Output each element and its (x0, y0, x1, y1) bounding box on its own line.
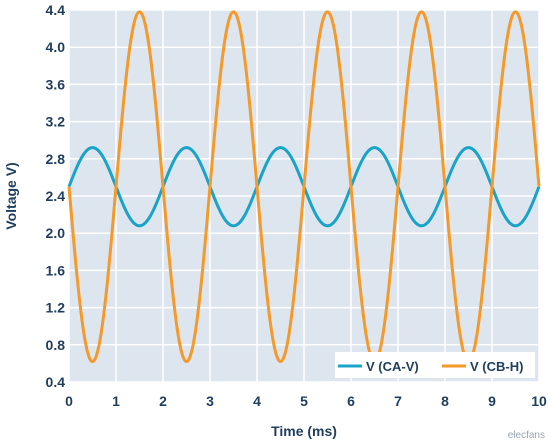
x-tick-label: 9 (488, 393, 496, 409)
y-tick-label: 2.4 (46, 188, 66, 204)
y-tick-label: 4.4 (46, 2, 66, 18)
x-tick-label: 10 (531, 393, 547, 409)
y-axis-label: Voltage V) (3, 162, 19, 229)
legend: V (CA-V) V (CB-H) (335, 352, 535, 378)
legend-box (335, 352, 535, 378)
y-tick-label: 4.0 (46, 39, 66, 55)
y-tick-label: 0.4 (46, 374, 66, 390)
legend-label: V (CB-H) (470, 359, 523, 374)
y-tick-label: 3.2 (46, 114, 66, 130)
x-axis-label: Time (ms) (271, 423, 337, 439)
x-tick-label: 6 (347, 393, 355, 409)
x-tick-label: 3 (206, 393, 214, 409)
y-tick-label: 1.2 (46, 300, 66, 316)
x-tick-labels: 0 1 2 3 4 5 6 7 8 9 10 (65, 393, 547, 409)
x-tick-label: 2 (159, 393, 167, 409)
series-line-2 (67, 10, 541, 364)
x-tick-label: 0 (65, 393, 73, 409)
x-tick-label: 4 (253, 393, 261, 409)
y-tick-label: 3.6 (46, 76, 66, 92)
x-tick-label: 7 (394, 393, 402, 409)
x-tick-label: 5 (300, 393, 308, 409)
y-tick-label: 1.6 (46, 262, 66, 278)
watermark-text: elecfans (508, 430, 545, 441)
y-tick-label: 2.0 (46, 225, 66, 241)
legend-label: V (CA-V) (366, 359, 419, 374)
y-tick-label: 0.8 (46, 337, 66, 353)
series-group (67, 10, 541, 364)
x-tick-label: 8 (441, 393, 449, 409)
y-tick-label: 2.8 (46, 151, 66, 167)
x-tick-label: 1 (112, 393, 120, 409)
y-tick-labels: 0.4 0.8 1.2 1.6 2.0 2.4 2.8 3.2 3.6 4.0 4.4 (46, 2, 66, 390)
